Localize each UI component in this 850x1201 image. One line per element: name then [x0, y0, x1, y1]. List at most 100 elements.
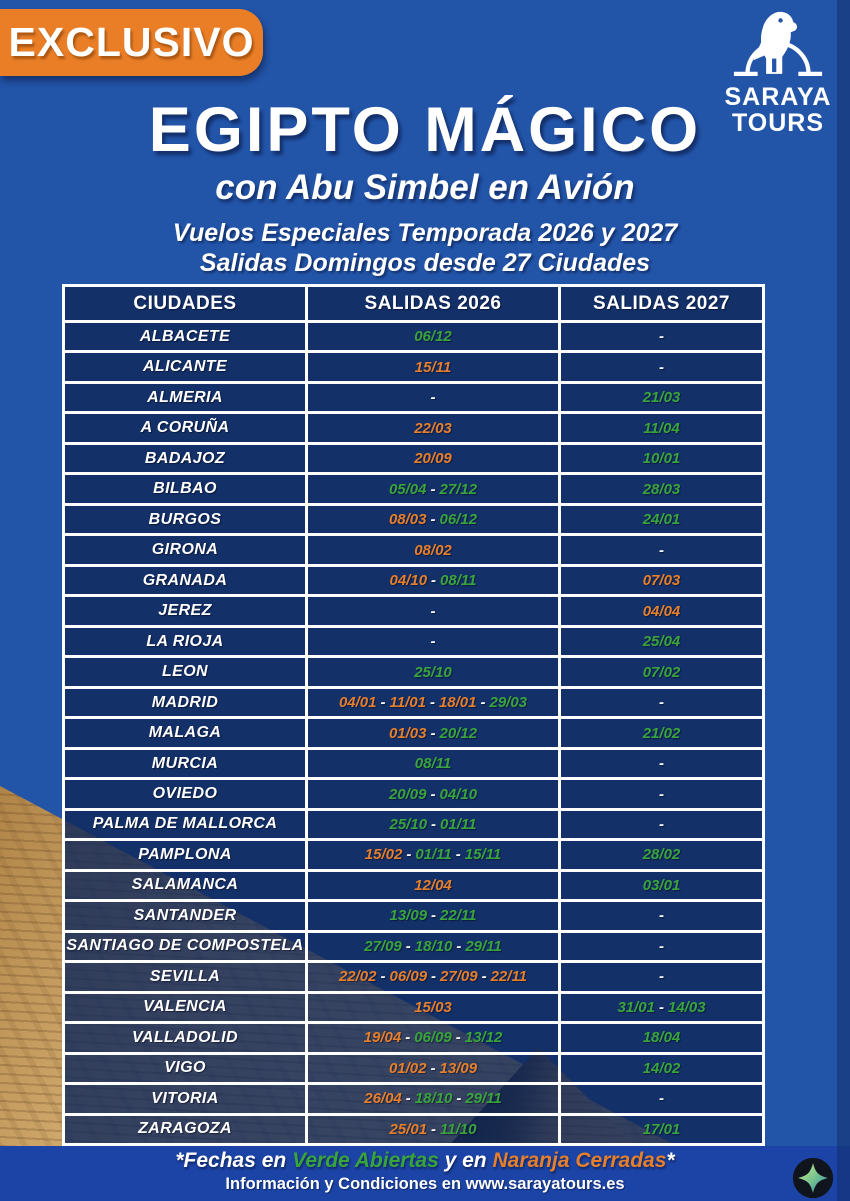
dates-2027-cell: 11/04 [561, 414, 762, 442]
table-row: VIGO 01/02-13/09 14/02 [65, 1054, 762, 1086]
exclusive-badge-label: EXCLUSIVO [8, 19, 255, 65]
city-name: VITORIA [151, 1089, 219, 1107]
departures-info: Salidas Domingos desde 27 Ciudades [199, 249, 651, 277]
departures-table: CIUDADES SALIDAS 2026 SALIDAS 2027 ALBAC… [62, 284, 765, 1146]
dates-2027-cell: 21/03 [561, 383, 762, 412]
dates-2027-cell: - [561, 323, 762, 351]
table-row: PAMPLONA 15/02-01/11-15/11 28/02 [65, 841, 762, 872]
dates-2026-cell: 15/02-01/11-15/11 [308, 841, 561, 869]
table-row: SANTANDER 13/09-22/11 - [65, 902, 762, 933]
table-row: SANTIAGO DE COMPOSTELA 27/09-18/10-29/11… [65, 932, 762, 964]
dates-2027-cell: 21/02 [561, 719, 762, 747]
table-header-row: CIUDADES SALIDAS 2026 SALIDAS 2027 [65, 287, 762, 323]
city-name: GRANADA [142, 571, 228, 589]
dates-2027-cell: 24/01 [561, 505, 762, 534]
city-name: SALAMANCA [131, 876, 239, 894]
dates-2026-cell: 13/09-22/11 [308, 902, 561, 930]
table-row: SALAMANCA 12/04 03/01 [65, 871, 762, 903]
city-name: GIRONA [151, 541, 219, 559]
page-edge-shade [837, 0, 850, 1201]
city-name: SEVILLA [149, 967, 221, 985]
dates-2027-cell: - [561, 780, 762, 808]
city-name: A CORUÑA [140, 419, 230, 437]
city-name: BILBAO [153, 480, 217, 498]
sparkle-watermark-icon [792, 1157, 834, 1199]
legend-note: *Fechas en Verde Abiertas y en Naranja C… [175, 1149, 675, 1172]
city-name: SANTIAGO DE COMPOSTELA [66, 937, 304, 955]
dates-2026-cell: 06/12 [308, 323, 561, 351]
legend-closed-dates: Naranja Cerradas [492, 1149, 667, 1172]
table-row: ALICANTE 15/11 - [65, 353, 762, 384]
dates-2027-cell: 04/04 [561, 597, 762, 625]
table-row: VALENCIA 15/03 31/01-14/03 [65, 993, 762, 1025]
city-name: BURGOS [148, 510, 222, 528]
page-subtitle: con Abu Simbel en Avión [215, 168, 635, 207]
column-header-salidas-2026: SALIDAS 2026 [308, 287, 561, 320]
dates-2027-cell: - [561, 1085, 762, 1113]
table-row: MADRID 04/01-11/01-18/01-29/03 - [65, 688, 762, 720]
dates-2027-cell: 28/03 [561, 475, 762, 503]
table-row: LEON 25/10 07/02 [65, 658, 762, 689]
city-name: SANTANDER [133, 906, 237, 924]
table-row: GRANADA 04/10-08/11 07/03 [65, 566, 762, 598]
legend-open-dates: Verde Abiertas [292, 1149, 439, 1172]
dates-2027-cell: 31/01-14/03 [561, 993, 762, 1022]
dates-2027-cell: 10/01 [561, 444, 762, 473]
city-name: VIGO [164, 1059, 206, 1077]
city-name: VALENCIA [143, 998, 227, 1016]
city-name: PALMA DE MALLORCA [92, 815, 278, 833]
dates-2026-cell: 15/03 [308, 993, 561, 1022]
logo-text-saraya: SARAYA [724, 83, 832, 111]
dates-2027-cell: 03/01 [561, 871, 762, 900]
table-row: PALMA DE MALLORCA 25/10-01/11 - [65, 810, 762, 842]
dates-2026-cell: 05/04-27/12 [308, 475, 561, 503]
dates-2026-cell: 25/01-11/10 [308, 1115, 561, 1144]
logo-text-tours: TOURS [731, 109, 825, 137]
dates-2026-cell: 25/10-01/11 [308, 810, 561, 839]
city-name: ZARAGOZA [138, 1120, 232, 1138]
saraya-tours-logo: SARAYA TOURS [708, 6, 848, 136]
city-name: LEON [161, 663, 209, 681]
dates-2026-cell: 01/02-13/09 [308, 1054, 561, 1083]
dates-2026-cell: 04/10-08/11 [308, 566, 561, 595]
table-row: MALAGA 01/03-20/12 21/02 [65, 719, 762, 750]
dates-2027-cell: 14/02 [561, 1054, 762, 1083]
dates-2027-cell: - [561, 688, 762, 717]
dates-2027-cell: - [561, 902, 762, 930]
dates-2027-cell: - [561, 810, 762, 839]
dates-2026-cell: 22/02-06/09-27/09-22/11 [308, 963, 561, 991]
table-row: A CORUÑA 22/03 11/04 [65, 414, 762, 445]
dates-2026-cell: 04/01-11/01-18/01-29/03 [308, 688, 561, 717]
city-name: PAMPLONA [138, 845, 232, 863]
footer-band: *Fechas en Verde Abiertas y en Naranja C… [0, 1146, 850, 1201]
exclusive-badge: EXCLUSIVO [0, 9, 263, 76]
website-info: Información y Condiciones en www.sarayat… [225, 1175, 625, 1193]
dates-2026-cell: - [308, 383, 561, 412]
city-name: LA RIOJA [146, 632, 224, 650]
dates-2026-cell: 20/09-04/10 [308, 780, 561, 808]
column-header-cities: CIUDADES [65, 287, 308, 320]
table-row: JEREZ - 04/04 [65, 597, 762, 628]
city-name: MALAGA [148, 724, 222, 742]
dates-2026-cell: 26/04-18/10-29/11 [308, 1085, 561, 1113]
city-name: OVIEDO [152, 785, 218, 802]
dates-2027-cell: 17/01 [561, 1115, 762, 1144]
dates-2027-cell: - [561, 353, 762, 381]
dates-2026-cell: 15/11 [308, 353, 561, 381]
season-info: Vuelos Especiales Temporada 2026 y 2027 [172, 219, 678, 247]
table-row: BADAJOZ 20/09 10/01 [65, 444, 762, 476]
table-row: MURCIA 08/11 - [65, 749, 762, 781]
dates-2027-cell: 18/04 [561, 1024, 762, 1052]
dates-2027-cell: 07/02 [561, 658, 762, 686]
dates-2026-cell: 25/10 [308, 658, 561, 686]
table-row: ZARAGOZA 25/01-11/10 17/01 [65, 1115, 762, 1144]
city-name: VALLADOLID [132, 1028, 238, 1046]
table-row: OVIEDO 20/09-04/10 - [65, 780, 762, 811]
city-name: ALMERIA [147, 388, 223, 406]
table-row: BILBAO 05/04-27/12 28/03 [65, 475, 762, 506]
dates-2026-cell: 08/02 [308, 536, 561, 564]
dates-2026-cell: 22/03 [308, 414, 561, 442]
table-row: VALLADOLID 19/04-06/09-13/12 18/04 [65, 1024, 762, 1055]
horus-falcon-icon [733, 11, 823, 76]
